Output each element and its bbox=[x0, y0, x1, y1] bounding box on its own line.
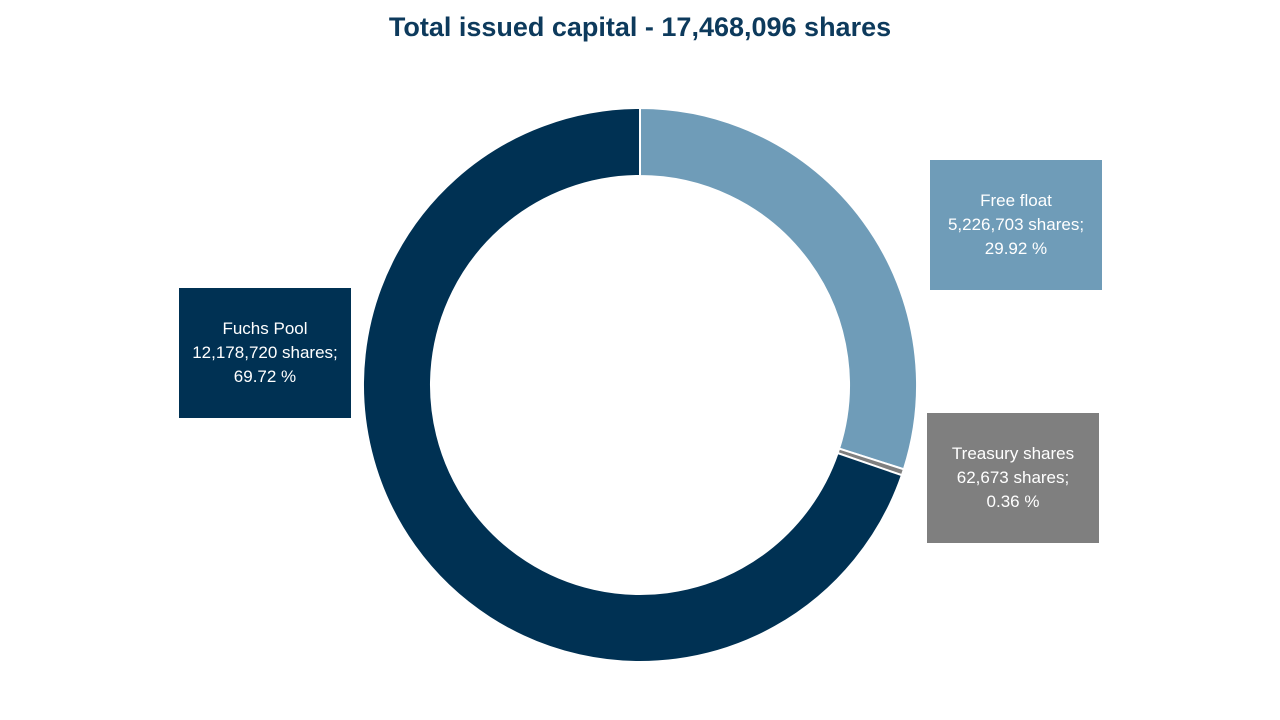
donut-slice-fuchs-pool bbox=[362, 106, 904, 663]
slice-label-fuchs-pool-percent: 69.72 % bbox=[233, 367, 297, 386]
slice-label-fuchs-pool-name: Fuchs Pool bbox=[222, 319, 308, 338]
slice-label-fuchs-pool-shares: 12,178,720 shares; bbox=[192, 343, 338, 362]
slice-label-fuchs-pool: Fuchs Pool 12,178,720 shares; 69.72 % bbox=[179, 288, 351, 418]
slice-label-treasury-shares: Treasury shares 62,673 shares; 0.36 % bbox=[927, 413, 1099, 543]
slice-label-treasury-shares-percent: 0.36 % bbox=[986, 492, 1040, 511]
chart-title: Total issued capital - 17,468,096 shares bbox=[388, 12, 892, 42]
donut-slice-free-float bbox=[639, 106, 918, 471]
slice-label-treasury-shares-name: Treasury shares bbox=[951, 444, 1075, 463]
slice-label-free-float-name: Free float bbox=[980, 191, 1052, 210]
slice-label-treasury-shares-shares: 62,673 shares; bbox=[956, 468, 1070, 487]
slice-label-free-float: Free float 5,226,703 shares; 29.92 % bbox=[930, 160, 1102, 290]
slice-label-free-float-shares: 5,226,703 shares; bbox=[947, 215, 1085, 234]
slice-label-free-float-percent: 29.92 % bbox=[984, 239, 1048, 258]
